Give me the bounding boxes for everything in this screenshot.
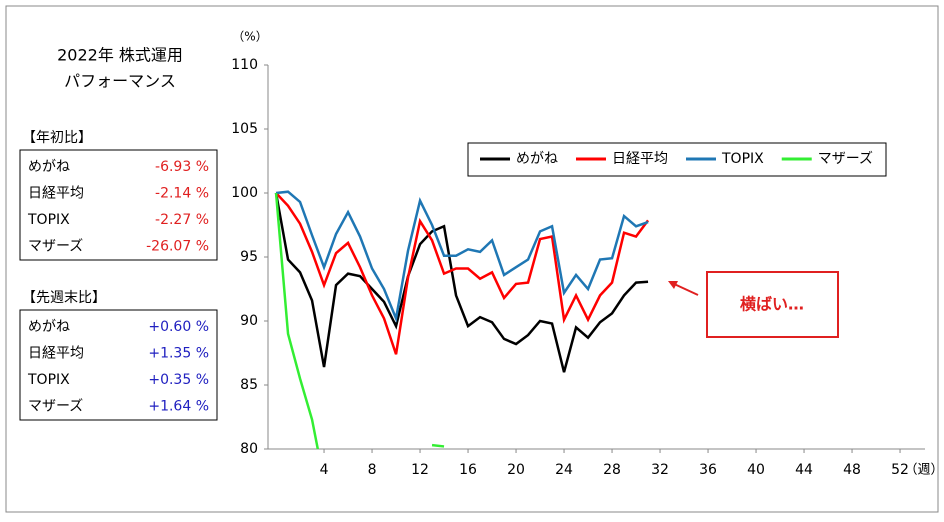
row-value: -6.93 % [155,159,209,175]
y-tick-label: 110 [231,57,258,73]
x-tick-label: 52 [891,462,909,478]
y-tick-label: 100 [231,185,258,201]
x-tick-label: 8 [368,462,377,478]
x-tick-label: 32 [651,462,669,478]
row-name: めがね [28,319,70,335]
legend-label: TOPIX [721,151,764,167]
legend-label: めがね [516,151,558,167]
title-line: パフォーマンス [64,72,176,91]
y-tick-label: 95 [240,249,258,265]
line-series [274,192,649,373]
y-tick-label: 105 [231,121,258,137]
line-series [275,192,650,355]
y-tick-label: 90 [240,313,258,329]
x-tick-label: 4 [320,462,329,478]
legend [467,142,887,177]
legend-label: 日経平均 [612,151,668,167]
row-name: めがね [28,159,70,175]
row-name: TOPIX [27,212,70,228]
row-value: -26.07 % [146,239,209,255]
row-value: +1.64 % [148,399,209,415]
legend-label: マザーズ [818,151,873,167]
row-value: +0.60 % [148,319,209,335]
y-tick-label: 85 [240,377,258,393]
row-name: 日経平均 [28,346,84,362]
table-box [19,149,218,261]
table-heading: 【先週末比】 [22,290,106,306]
x-tick-label: 40 [747,462,765,478]
row-value: -2.14 % [155,186,209,202]
row-value: -2.27 % [155,212,209,228]
line-series [275,190,649,323]
arrow-head [668,281,678,289]
row-value: +1.35 % [148,346,209,362]
table-box [19,309,218,421]
y-axis-label: （%） [232,30,267,44]
row-value: +0.35 % [148,372,209,388]
title-line: 2022年 株式運用 [57,46,183,65]
x-tick-label: 44 [795,462,813,478]
line-series [274,192,445,449]
row-name: 日経平均 [28,186,84,202]
x-tick-label: 20 [507,462,525,478]
row-name: TOPIX [27,372,70,388]
arrow [671,282,699,296]
annotation-box [706,271,839,338]
x-tick-label: 12 [411,462,429,478]
row-name: マザーズ [28,399,83,415]
x-tick-label: 28 [603,462,621,478]
y-tick-label: 80 [240,441,258,457]
annotation: 横ばい… [740,295,804,314]
x-axis-label: （週） [904,463,943,478]
x-tick-label: 48 [843,462,861,478]
x-tick-label: 24 [555,462,573,478]
x-tick-label: 36 [699,462,717,478]
table-heading: 【年初比】 [22,129,92,146]
row-name: マザーズ [28,239,83,255]
x-tick-label: 16 [459,462,477,478]
